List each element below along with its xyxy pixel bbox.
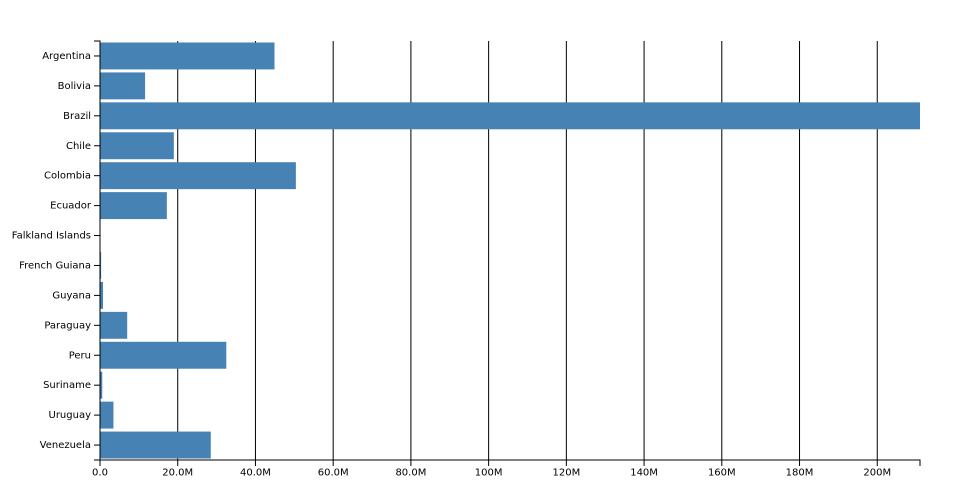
x-tick-label: 80.0M bbox=[395, 467, 426, 478]
y-tick-label: Venezuela bbox=[40, 440, 91, 451]
x-tick-label: 0.0 bbox=[92, 467, 108, 478]
bar bbox=[100, 102, 920, 130]
x-tick-label: 20.0M bbox=[162, 467, 193, 478]
x-tick-label: 200M bbox=[863, 467, 891, 478]
y-tick-label: Brazil bbox=[63, 111, 91, 122]
bar bbox=[100, 281, 104, 309]
x-tick-label: 60.0M bbox=[318, 467, 349, 478]
bar bbox=[100, 132, 174, 160]
y-tick-label: Peru bbox=[69, 350, 91, 361]
x-tick-label: 40.0M bbox=[240, 467, 271, 478]
x-tick-label: 120M bbox=[552, 467, 580, 478]
y-tick-label: Paraguay bbox=[44, 320, 91, 331]
y-tick-label: Falkland Islands bbox=[12, 231, 91, 242]
y-tick-label: Argentina bbox=[42, 51, 91, 62]
y-tick-label: French Guiana bbox=[19, 260, 91, 271]
bar bbox=[100, 431, 211, 459]
bar bbox=[100, 401, 114, 429]
bar bbox=[100, 341, 227, 369]
y-tick-label: Uruguay bbox=[49, 410, 92, 421]
x-tick-label: 180M bbox=[786, 467, 814, 478]
y-tick-label: Bolivia bbox=[58, 81, 91, 92]
y-tick-label: Ecuador bbox=[50, 201, 92, 212]
x-tick-label: 140M bbox=[630, 467, 658, 478]
bar bbox=[100, 251, 102, 279]
bar bbox=[100, 72, 146, 100]
bar bbox=[100, 42, 275, 70]
y-tick-label: Colombia bbox=[44, 171, 91, 182]
x-tick-label: 160M bbox=[708, 467, 736, 478]
y-tick-label: Guyana bbox=[52, 290, 91, 301]
y-tick-label: Chile bbox=[66, 141, 91, 152]
y-axis bbox=[94, 40, 101, 461]
bar bbox=[100, 192, 167, 220]
y-tick-label: Suriname bbox=[43, 380, 91, 391]
bar bbox=[100, 311, 128, 339]
x-tick-label: 100M bbox=[475, 467, 503, 478]
bar bbox=[100, 162, 296, 190]
x-axis bbox=[99, 459, 921, 466]
bar bbox=[100, 371, 103, 399]
